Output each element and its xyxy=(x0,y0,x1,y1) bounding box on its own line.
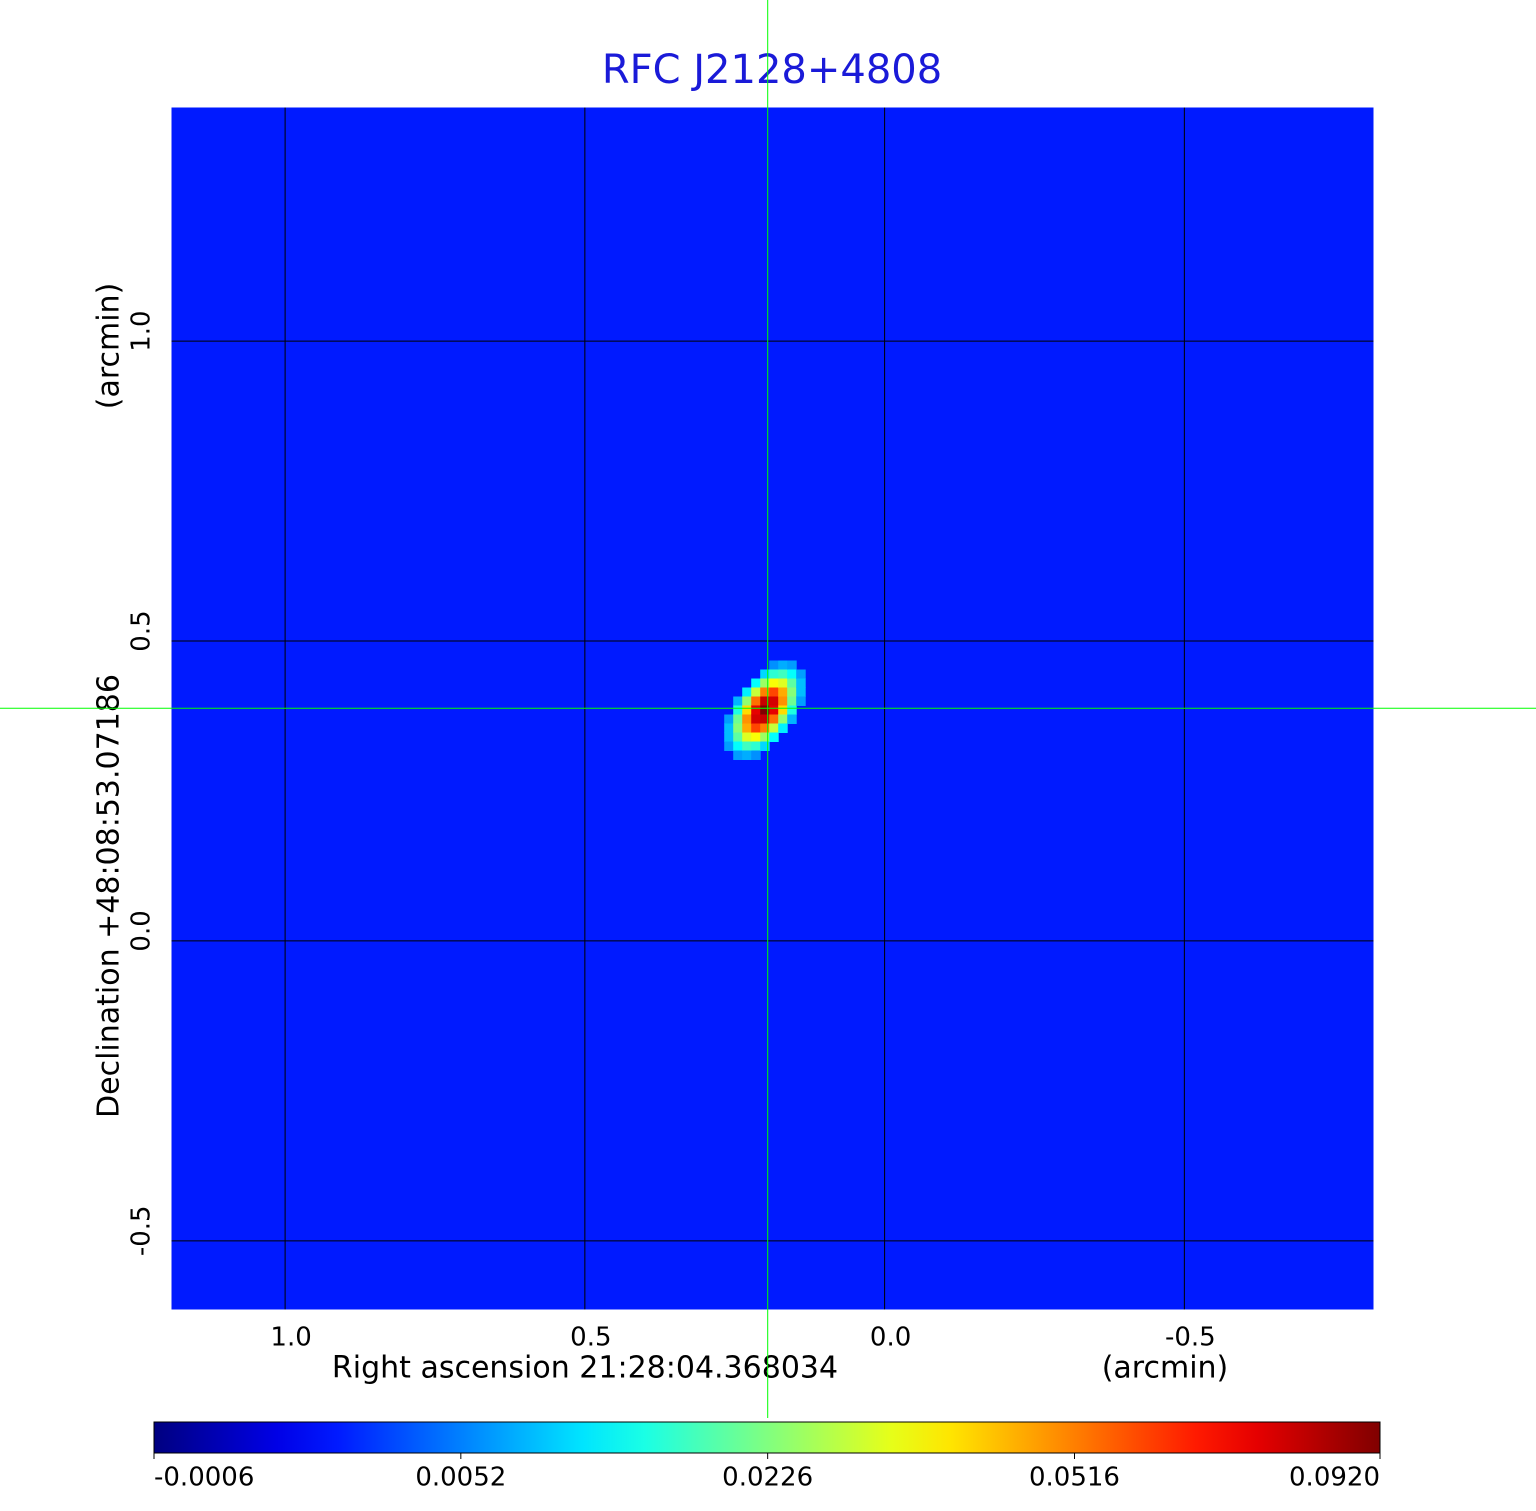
image-pixel xyxy=(760,669,770,679)
y-axis-unit: (arcmin) xyxy=(92,283,127,410)
image-pixel xyxy=(751,732,761,742)
image-pixel xyxy=(751,750,761,760)
image-pixel xyxy=(796,678,806,688)
image-pixel xyxy=(760,741,770,751)
image-pixel xyxy=(733,750,743,760)
image-pixel xyxy=(787,687,797,697)
image-pixel xyxy=(760,678,770,688)
image-pixel xyxy=(787,705,797,715)
image-pixel xyxy=(760,705,770,715)
image-pixel xyxy=(778,687,788,697)
y-tick-label: 1.0 xyxy=(127,310,157,351)
image-pixel xyxy=(796,696,806,706)
image-pixel xyxy=(769,660,779,670)
x-tick-label: 0.0 xyxy=(870,1323,911,1353)
image-pixel xyxy=(751,705,761,715)
image-pixel xyxy=(769,705,779,715)
image-pixel xyxy=(751,696,761,706)
image-pixel xyxy=(724,732,734,742)
colorbar-tick-label: -0.0006 xyxy=(154,1463,254,1493)
chart-title: RFC J2128+4808 xyxy=(602,47,942,93)
image-pixel xyxy=(724,723,734,733)
colorbar xyxy=(153,1421,1381,1454)
y-tick-label: 0.5 xyxy=(127,610,157,651)
image-pixel xyxy=(778,669,788,679)
image-pixel xyxy=(751,741,761,751)
image-pixel xyxy=(751,678,761,688)
image-pixel xyxy=(751,723,761,733)
x-axis-unit: (arcmin) xyxy=(1102,1351,1229,1386)
image-pixel xyxy=(769,723,779,733)
image-pixel xyxy=(769,732,779,742)
image-pixel xyxy=(733,714,743,724)
image-pixel xyxy=(769,678,779,688)
image-pixel xyxy=(733,732,743,742)
image-pixel xyxy=(760,714,770,724)
image-pixel xyxy=(760,696,770,706)
image-pixel xyxy=(769,669,779,679)
image-pixel xyxy=(769,696,779,706)
image-pixel xyxy=(733,696,743,706)
image-pixel xyxy=(778,714,788,724)
image-pixel xyxy=(742,705,752,715)
image-pixel xyxy=(742,687,752,697)
image-pixel xyxy=(742,723,752,733)
colorbar-tick-label: 0.0226 xyxy=(722,1463,813,1493)
image-pixel xyxy=(751,714,761,724)
y-tick-label: 0.0 xyxy=(127,910,157,951)
image-pixel xyxy=(760,732,770,742)
x-tick-label: 0.5 xyxy=(570,1323,611,1353)
image-pixel xyxy=(742,750,752,760)
image-pixel xyxy=(760,723,770,733)
x-tick-label: -0.5 xyxy=(1165,1323,1216,1353)
y-tick-label: -0.5 xyxy=(127,1205,157,1256)
image-pixel xyxy=(751,687,761,697)
image-pixel xyxy=(742,714,752,724)
x-tick-label: 1.0 xyxy=(270,1323,311,1353)
image-pixel xyxy=(724,741,734,751)
image-pixel xyxy=(769,687,779,697)
x-axis-label: Right ascension 21:28:04.368034 xyxy=(332,1351,838,1386)
image-pixel xyxy=(733,723,743,733)
image-pixel xyxy=(769,714,779,724)
image-pixel xyxy=(778,696,788,706)
image-pixel xyxy=(787,669,797,679)
image-pixel xyxy=(796,687,806,697)
image-pixel xyxy=(787,660,797,670)
y-axis-label: Declination +48:08:53.07186 xyxy=(92,674,127,1118)
image-pixel xyxy=(742,741,752,751)
image-pixel xyxy=(733,705,743,715)
image-pixel xyxy=(778,660,788,670)
image-pixel xyxy=(778,678,788,688)
colorbar-tick-label: 0.0920 xyxy=(1289,1463,1380,1493)
image-pixel xyxy=(787,696,797,706)
image-pixel xyxy=(778,723,788,733)
image-pixel xyxy=(787,678,797,688)
colorbar-tick-label: 0.0516 xyxy=(1029,1463,1120,1493)
image-pixel xyxy=(742,732,752,742)
image-pixel xyxy=(778,705,788,715)
image-pixel xyxy=(724,714,734,724)
image-pixel xyxy=(733,741,743,751)
image-pixel xyxy=(796,669,806,679)
colorbar-tick-label: 0.0052 xyxy=(415,1463,506,1493)
image-pixel xyxy=(760,687,770,697)
image-pixel xyxy=(742,696,752,706)
image-pixel xyxy=(787,714,797,724)
